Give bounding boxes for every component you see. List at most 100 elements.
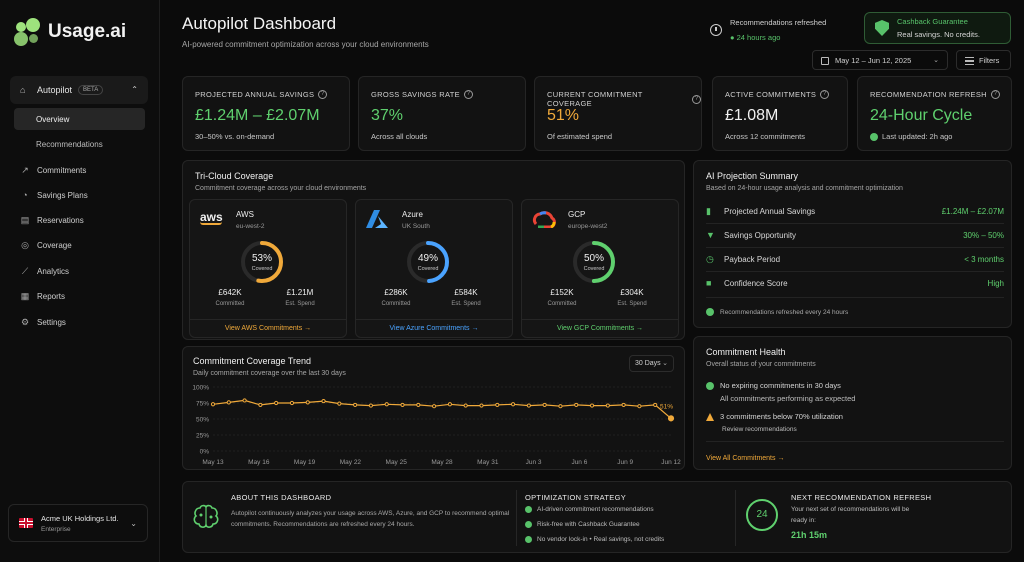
kpi-card-projected-savings: PROJECTED ANNUAL SAVINGS? £1.24M – £2.07… (182, 76, 350, 151)
next-refresh-title: NEXT RECOMMENDATION REFRESH (791, 493, 932, 502)
shield-check-icon (875, 20, 889, 36)
coverage-arc (573, 241, 615, 283)
warning-icon (706, 412, 714, 421)
filter-icon (965, 57, 974, 65)
check-icon (525, 521, 532, 528)
view-aws-commitments-link[interactable]: View AWS Commitments → (190, 319, 346, 337)
y-tick-label: 25% (196, 433, 209, 440)
trend-range-select[interactable]: 30 Days ⌄ (629, 355, 674, 372)
data-point (542, 402, 547, 408)
cloud-region: eu-west-2 (236, 223, 265, 230)
document-icon: ▤ (20, 215, 30, 225)
sidebar-item-overview[interactable]: Overview (14, 108, 145, 130)
x-tick-label: May 28 (431, 459, 453, 466)
sidebar-item-reservations[interactable]: ▤ Reservations (20, 215, 84, 225)
sidebar-item-savings-plans[interactable]: ◔ Savings Plans (20, 188, 87, 202)
kpi-sub: Across 12 commitments (725, 132, 806, 141)
view-all-commitments-link[interactable]: View All Commitments → (706, 455, 785, 462)
next-refresh-text: Your next set of recommendations will be… (791, 506, 910, 524)
account-switcher[interactable]: Acme UK Holdings Ltd. Enterprise ⌄ (8, 504, 148, 542)
ai-brain-icon (191, 502, 221, 532)
x-tick-label: Jun 3 (526, 459, 542, 466)
chart-icon: ⟋ (21, 266, 29, 276)
data-point (274, 400, 279, 406)
y-tick-label: 100% (192, 385, 209, 392)
help-icon[interactable]: ? (820, 90, 830, 99)
data-point (574, 402, 579, 408)
date-range-picker[interactable]: May 12 – Jun 12, 2025 ⌄ (812, 50, 948, 70)
page-subtitle: AI-powered commitment optimization acros… (182, 40, 429, 49)
sidebar-item-recommendations[interactable]: Recommendations (36, 139, 103, 149)
logo[interactable]: Usage.ai (14, 18, 126, 46)
cashback-title: Cashback Guarantee (897, 17, 968, 26)
coverage-ring: 49% Covered (406, 240, 450, 284)
check-icon (525, 506, 532, 513)
chevron-down-icon: ⌄ (662, 360, 668, 367)
spend-value: £584K (454, 288, 478, 297)
data-point (368, 403, 374, 408)
help-icon[interactable]: ? (463, 90, 473, 99)
check-icon (525, 536, 532, 543)
sidebar-item-coverage[interactable]: ◎ Coverage (21, 240, 72, 250)
committed-label: Committed (215, 301, 245, 307)
about-title: ABOUT THIS DASHBOARD (231, 493, 332, 502)
help-icon[interactable]: ? (990, 90, 1000, 99)
sidebar-item-reports[interactable]: ▦ Reports (20, 291, 66, 301)
kpi-card-active-commitments: ACTIVE COMMITMENTS? £1.08M Across 12 com… (712, 76, 848, 151)
coverage-label: Covered (251, 266, 273, 272)
x-tick-label: May 19 (294, 459, 316, 466)
cloud-card-gcp: GCP europe-west2 50% Covered £152K Commi… (521, 199, 679, 338)
cashback-subtitle: Real savings. No credits. (897, 30, 980, 39)
data-point (463, 403, 468, 408)
chevron-down-icon: ⌄ (933, 57, 939, 64)
sidebar-item-commitments[interactable]: ↗ Commitments (21, 165, 87, 175)
review-recommendations-link[interactable]: Review recommendations (722, 426, 797, 433)
kpi-card-recommendation-refresh: RECOMMENDATION REFRESH? 24-Hour Cycle La… (857, 76, 1012, 151)
spend-value: £1.21M (286, 288, 314, 297)
data-point (258, 402, 263, 408)
data-point (337, 401, 342, 406)
data-point (321, 398, 326, 404)
about-panel: ABOUT THIS DASHBOARD Autopilot continuou… (182, 481, 1012, 553)
help-icon[interactable]: ? (318, 90, 328, 99)
refresh-status: Recommendations refreshed ● 24 hours ago (710, 18, 826, 42)
refresh-title: Recommendations refreshed (730, 18, 827, 27)
x-tick-label: May 22 (340, 459, 362, 466)
data-point (289, 400, 295, 406)
kpi-card-gross-savings-rate: GROSS SAVINGS RATE? 37% Across all cloud… (358, 76, 526, 151)
account-name: Acme UK Holdings Ltd. (41, 513, 119, 523)
health-warn-item: 3 commitments below 70% utilization (706, 412, 843, 421)
kpi-value: 51% (547, 107, 580, 124)
chevron-up-icon[interactable]: ⌃ (131, 85, 138, 94)
cloud-name: GCP (568, 210, 586, 219)
section-title: Tri-Cloud Coverage (195, 171, 274, 181)
sidebar-item-settings[interactable]: ⚙ Settings (20, 317, 66, 327)
y-tick-label: 75% (196, 401, 209, 408)
filters-button[interactable]: Filters (956, 50, 1011, 70)
ai-footer: Recommendations refreshed every 24 hours (706, 308, 848, 316)
account-plan: Enterprise (41, 525, 71, 533)
health-ok-item: No expiring commitments in 30 days (706, 381, 841, 390)
view-gcp-commitments-link[interactable]: View GCP Commitments → (522, 319, 678, 337)
check-icon (870, 132, 878, 141)
ai-row-savings-opportunity: ▼ Savings Opportunity 30% – 50% (706, 230, 1004, 240)
chevron-down-icon: ⌄ (130, 519, 137, 528)
section-title: AI Projection Summary (706, 171, 799, 181)
data-point (305, 400, 310, 405)
rocket-icon: ⌂ (20, 85, 26, 95)
data-point (226, 400, 231, 405)
spend-label: Est. Spend (617, 301, 647, 307)
view-azure-commitments-link[interactable]: View Azure Commitments → (356, 319, 512, 337)
committed-label: Committed (547, 301, 577, 307)
help-icon[interactable]: ? (692, 94, 701, 104)
sidebar: Usage.ai ⌂ Autopilot BETA ⌃ Overview Rec… (0, 0, 160, 562)
kpi-label: PROJECTED ANNUAL SAVINGS? (195, 90, 328, 99)
beta-badge: BETA (78, 85, 104, 95)
kpi-label: CURRENT COMMITMENT COVERAGE? (547, 90, 701, 108)
sidebar-group-autopilot[interactable]: ⌂ Autopilot BETA ⌃ (10, 76, 148, 104)
sidebar-item-analytics[interactable]: ⟋ Analytics (21, 266, 70, 276)
data-point (384, 402, 389, 407)
section-title: Commitment Health (706, 347, 786, 357)
kpi-card-commitment-coverage: CURRENT COMMITMENT COVERAGE? 51% Of esti… (534, 76, 702, 151)
strategy-item: AI-driven commitment recommendations (525, 506, 654, 513)
